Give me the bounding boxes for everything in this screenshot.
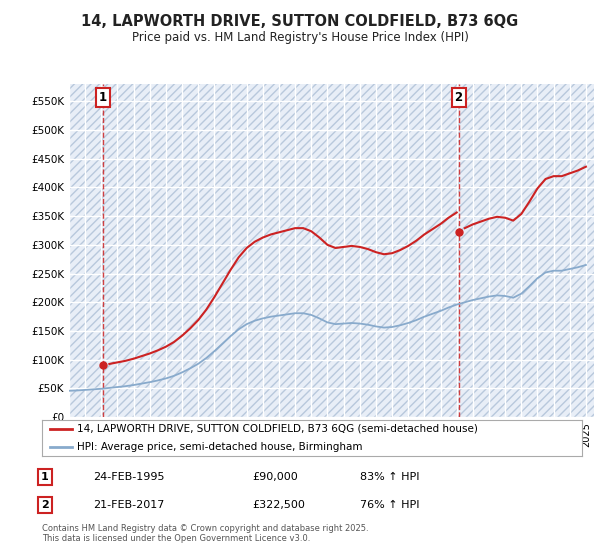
Text: 1: 1	[99, 91, 107, 104]
Text: HPI: Average price, semi-detached house, Birmingham: HPI: Average price, semi-detached house,…	[77, 442, 362, 452]
Text: 2: 2	[41, 500, 49, 510]
Text: 2: 2	[455, 91, 463, 104]
Text: Price paid vs. HM Land Registry's House Price Index (HPI): Price paid vs. HM Land Registry's House …	[131, 31, 469, 44]
Text: Contains HM Land Registry data © Crown copyright and database right 2025.
This d: Contains HM Land Registry data © Crown c…	[42, 524, 368, 543]
Text: 83% ↑ HPI: 83% ↑ HPI	[360, 472, 419, 482]
Text: 1: 1	[41, 472, 49, 482]
Text: £90,000: £90,000	[252, 472, 298, 482]
Text: 14, LAPWORTH DRIVE, SUTTON COLDFIELD, B73 6QG: 14, LAPWORTH DRIVE, SUTTON COLDFIELD, B7…	[82, 14, 518, 29]
Text: £322,500: £322,500	[252, 500, 305, 510]
Text: 76% ↑ HPI: 76% ↑ HPI	[360, 500, 419, 510]
Text: 24-FEB-1995: 24-FEB-1995	[93, 472, 164, 482]
Text: 21-FEB-2017: 21-FEB-2017	[93, 500, 164, 510]
Text: 14, LAPWORTH DRIVE, SUTTON COLDFIELD, B73 6QG (semi-detached house): 14, LAPWORTH DRIVE, SUTTON COLDFIELD, B7…	[77, 424, 478, 434]
